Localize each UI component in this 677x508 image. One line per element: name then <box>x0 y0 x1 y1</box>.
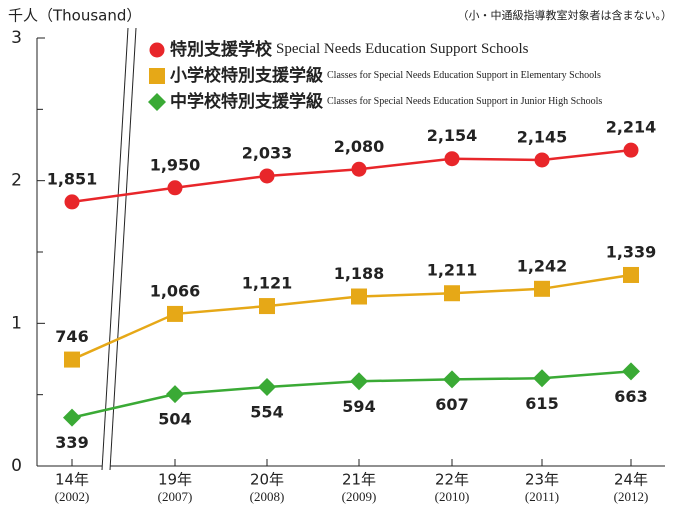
marker <box>167 180 183 196</box>
marker <box>534 280 550 297</box>
y-tick-label: 2 <box>11 171 22 191</box>
y-axis-label: 千人（Thousand） <box>8 7 141 25</box>
data-label: 663 <box>614 387 647 406</box>
data-label: 746 <box>55 327 88 346</box>
marker <box>443 370 461 389</box>
x-tick-sublabel: (2010) <box>435 489 470 504</box>
marker <box>64 194 80 210</box>
data-label: 1,188 <box>334 264 385 283</box>
legend-name-en: Special Needs Education Support Schools <box>276 41 529 57</box>
data-label: 1,950 <box>150 155 201 174</box>
legend-label: 中学校特別支援学級 Classes for Special Needs Educa… <box>170 91 602 112</box>
x-tick-label: 24年 <box>614 471 648 489</box>
legend-name: 小学校特別支援学級 <box>170 65 323 86</box>
marker <box>444 285 460 302</box>
x-tick-label: 20年 <box>250 471 284 489</box>
y-tick-label: 3 <box>11 28 22 48</box>
legend-label: 小学校特別支援学級 Classes for Special Needs Educa… <box>170 65 601 86</box>
axis-break <box>102 28 136 470</box>
data-label: 1,066 <box>150 281 201 300</box>
marker <box>350 372 368 391</box>
data-label: 1,242 <box>517 256 568 275</box>
x-tick-label: 22年 <box>435 471 469 489</box>
marker <box>167 305 183 322</box>
x-tick-sublabel: (2009) <box>342 489 377 504</box>
data-label: 2,145 <box>517 127 568 146</box>
data-label: 1,339 <box>606 242 657 261</box>
x-tick-sublabel: (2012) <box>614 489 649 504</box>
marker <box>622 362 640 381</box>
x-tick-label: 19年 <box>158 471 192 489</box>
legend-name: 特別支援学校 <box>170 39 273 60</box>
legend-marker <box>149 68 165 84</box>
marker <box>623 142 639 158</box>
marker <box>63 408 81 427</box>
x-tick-label: 21年 <box>342 471 376 489</box>
data-label: 339 <box>55 433 88 452</box>
marker <box>64 351 80 368</box>
marker <box>258 377 276 396</box>
marker <box>259 168 275 184</box>
data-label: 607 <box>435 395 468 414</box>
data-label: 615 <box>525 394 558 413</box>
legend-marker <box>148 93 166 111</box>
data-label: 554 <box>250 402 283 421</box>
data-label: 2,033 <box>242 143 293 162</box>
legend-marker <box>149 42 165 58</box>
note: （小・中通級指導教室対象者は含まない。） <box>458 8 673 22</box>
x-tick-sublabel: (2002) <box>55 489 90 504</box>
marker <box>259 298 275 315</box>
data-label: 1,851 <box>47 169 98 188</box>
y-tick-label: 0 <box>11 456 22 476</box>
marker <box>444 151 460 167</box>
data-label: 2,214 <box>606 118 657 137</box>
legend-name: 中学校特別支援学級 <box>170 91 323 112</box>
data-label: 2,154 <box>427 126 478 145</box>
legend-name-en: Classes for Special Needs Education Supp… <box>327 70 601 81</box>
x-tick-sublabel: (2008) <box>250 489 285 504</box>
marker <box>534 152 550 168</box>
y-tick-label: 1 <box>11 313 22 333</box>
data-label: 2,080 <box>334 137 385 156</box>
x-tick-label: 23年 <box>525 471 559 489</box>
axis-break-line <box>109 27 137 471</box>
marker <box>166 385 184 404</box>
marker <box>623 266 639 283</box>
data-label: 594 <box>342 397 375 416</box>
data-label: 1,121 <box>242 274 293 293</box>
x-tick-sublabel: (2011) <box>525 489 559 504</box>
x-tick-label: 14年 <box>55 471 89 489</box>
axis-break-line <box>101 27 129 471</box>
data-label: 504 <box>158 410 191 429</box>
x-tick-sublabel: (2007) <box>158 489 193 504</box>
legend-name-en: Classes for Special Needs Education Supp… <box>327 96 602 107</box>
legend-label: 特別支援学校 Special Needs Education Support Sc… <box>170 39 529 60</box>
marker <box>351 161 367 177</box>
data-label: 1,211 <box>427 261 478 280</box>
marker <box>533 369 551 388</box>
marker <box>351 288 367 305</box>
